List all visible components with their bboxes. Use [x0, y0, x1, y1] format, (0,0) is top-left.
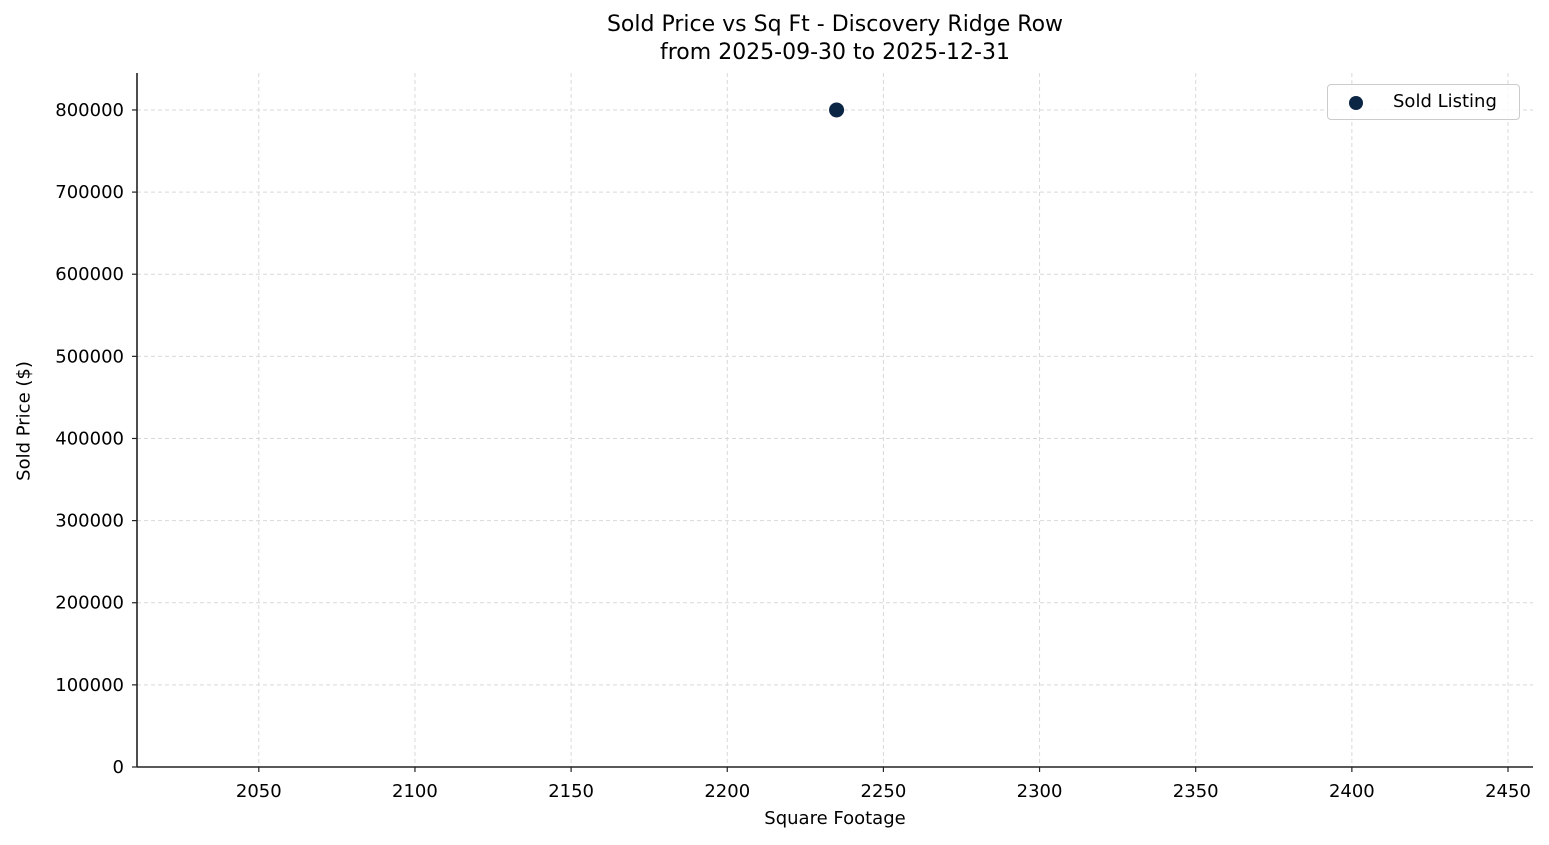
- y-tick-label: 100000: [55, 675, 124, 696]
- y-tick-label: 300000: [55, 511, 124, 532]
- x-tick-label: 2250: [861, 781, 907, 802]
- y-axis-label: Sold Price ($): [13, 361, 35, 481]
- grid-lines: [137, 73, 1533, 767]
- legend: Sold Listing: [1327, 84, 1520, 120]
- x-tick-label: 2150: [548, 781, 594, 802]
- legend-label: Sold Listing: [1393, 91, 1497, 112]
- chart-title-line1: Sold Price vs Sq Ft - Discovery Ridge Ro…: [606, 12, 1064, 37]
- x-axis-ticks: 2050 2100 2150 2200 2250 2300 2350 2400 2450: [236, 767, 1531, 802]
- x-tick-label: 2450: [1485, 781, 1531, 802]
- x-tick-label: 2350: [1173, 781, 1219, 802]
- x-axis-label: Square Footage: [764, 808, 906, 829]
- y-tick-label: 800000: [55, 100, 124, 121]
- y-tick-label: 400000: [55, 428, 124, 449]
- y-tick-label: 500000: [55, 346, 124, 367]
- x-tick-label: 2300: [1017, 781, 1063, 802]
- x-tick-label: 2200: [704, 781, 750, 802]
- y-tick-label: 200000: [55, 593, 124, 614]
- y-axis-ticks: 0 100000 200000 300000 400000 500000 600000 700…: [55, 100, 137, 778]
- chart-title-line2: from 2025-09-30 to 2025-12-31: [660, 40, 1010, 65]
- legend-marker-icon: [1349, 96, 1363, 110]
- x-tick-label: 2050: [236, 781, 282, 802]
- data-point: [829, 102, 845, 118]
- chart-title: Sold Price vs Sq Ft - Discovery Ridge Ro…: [0, 11, 1549, 67]
- y-tick-label: 700000: [55, 182, 124, 203]
- y-tick-label: 600000: [55, 264, 124, 285]
- data-points: [829, 102, 845, 118]
- x-tick-label: 2400: [1329, 781, 1375, 802]
- axes: [136, 73, 1533, 768]
- y-tick-label: 0: [113, 757, 124, 778]
- x-tick-label: 2100: [392, 781, 438, 802]
